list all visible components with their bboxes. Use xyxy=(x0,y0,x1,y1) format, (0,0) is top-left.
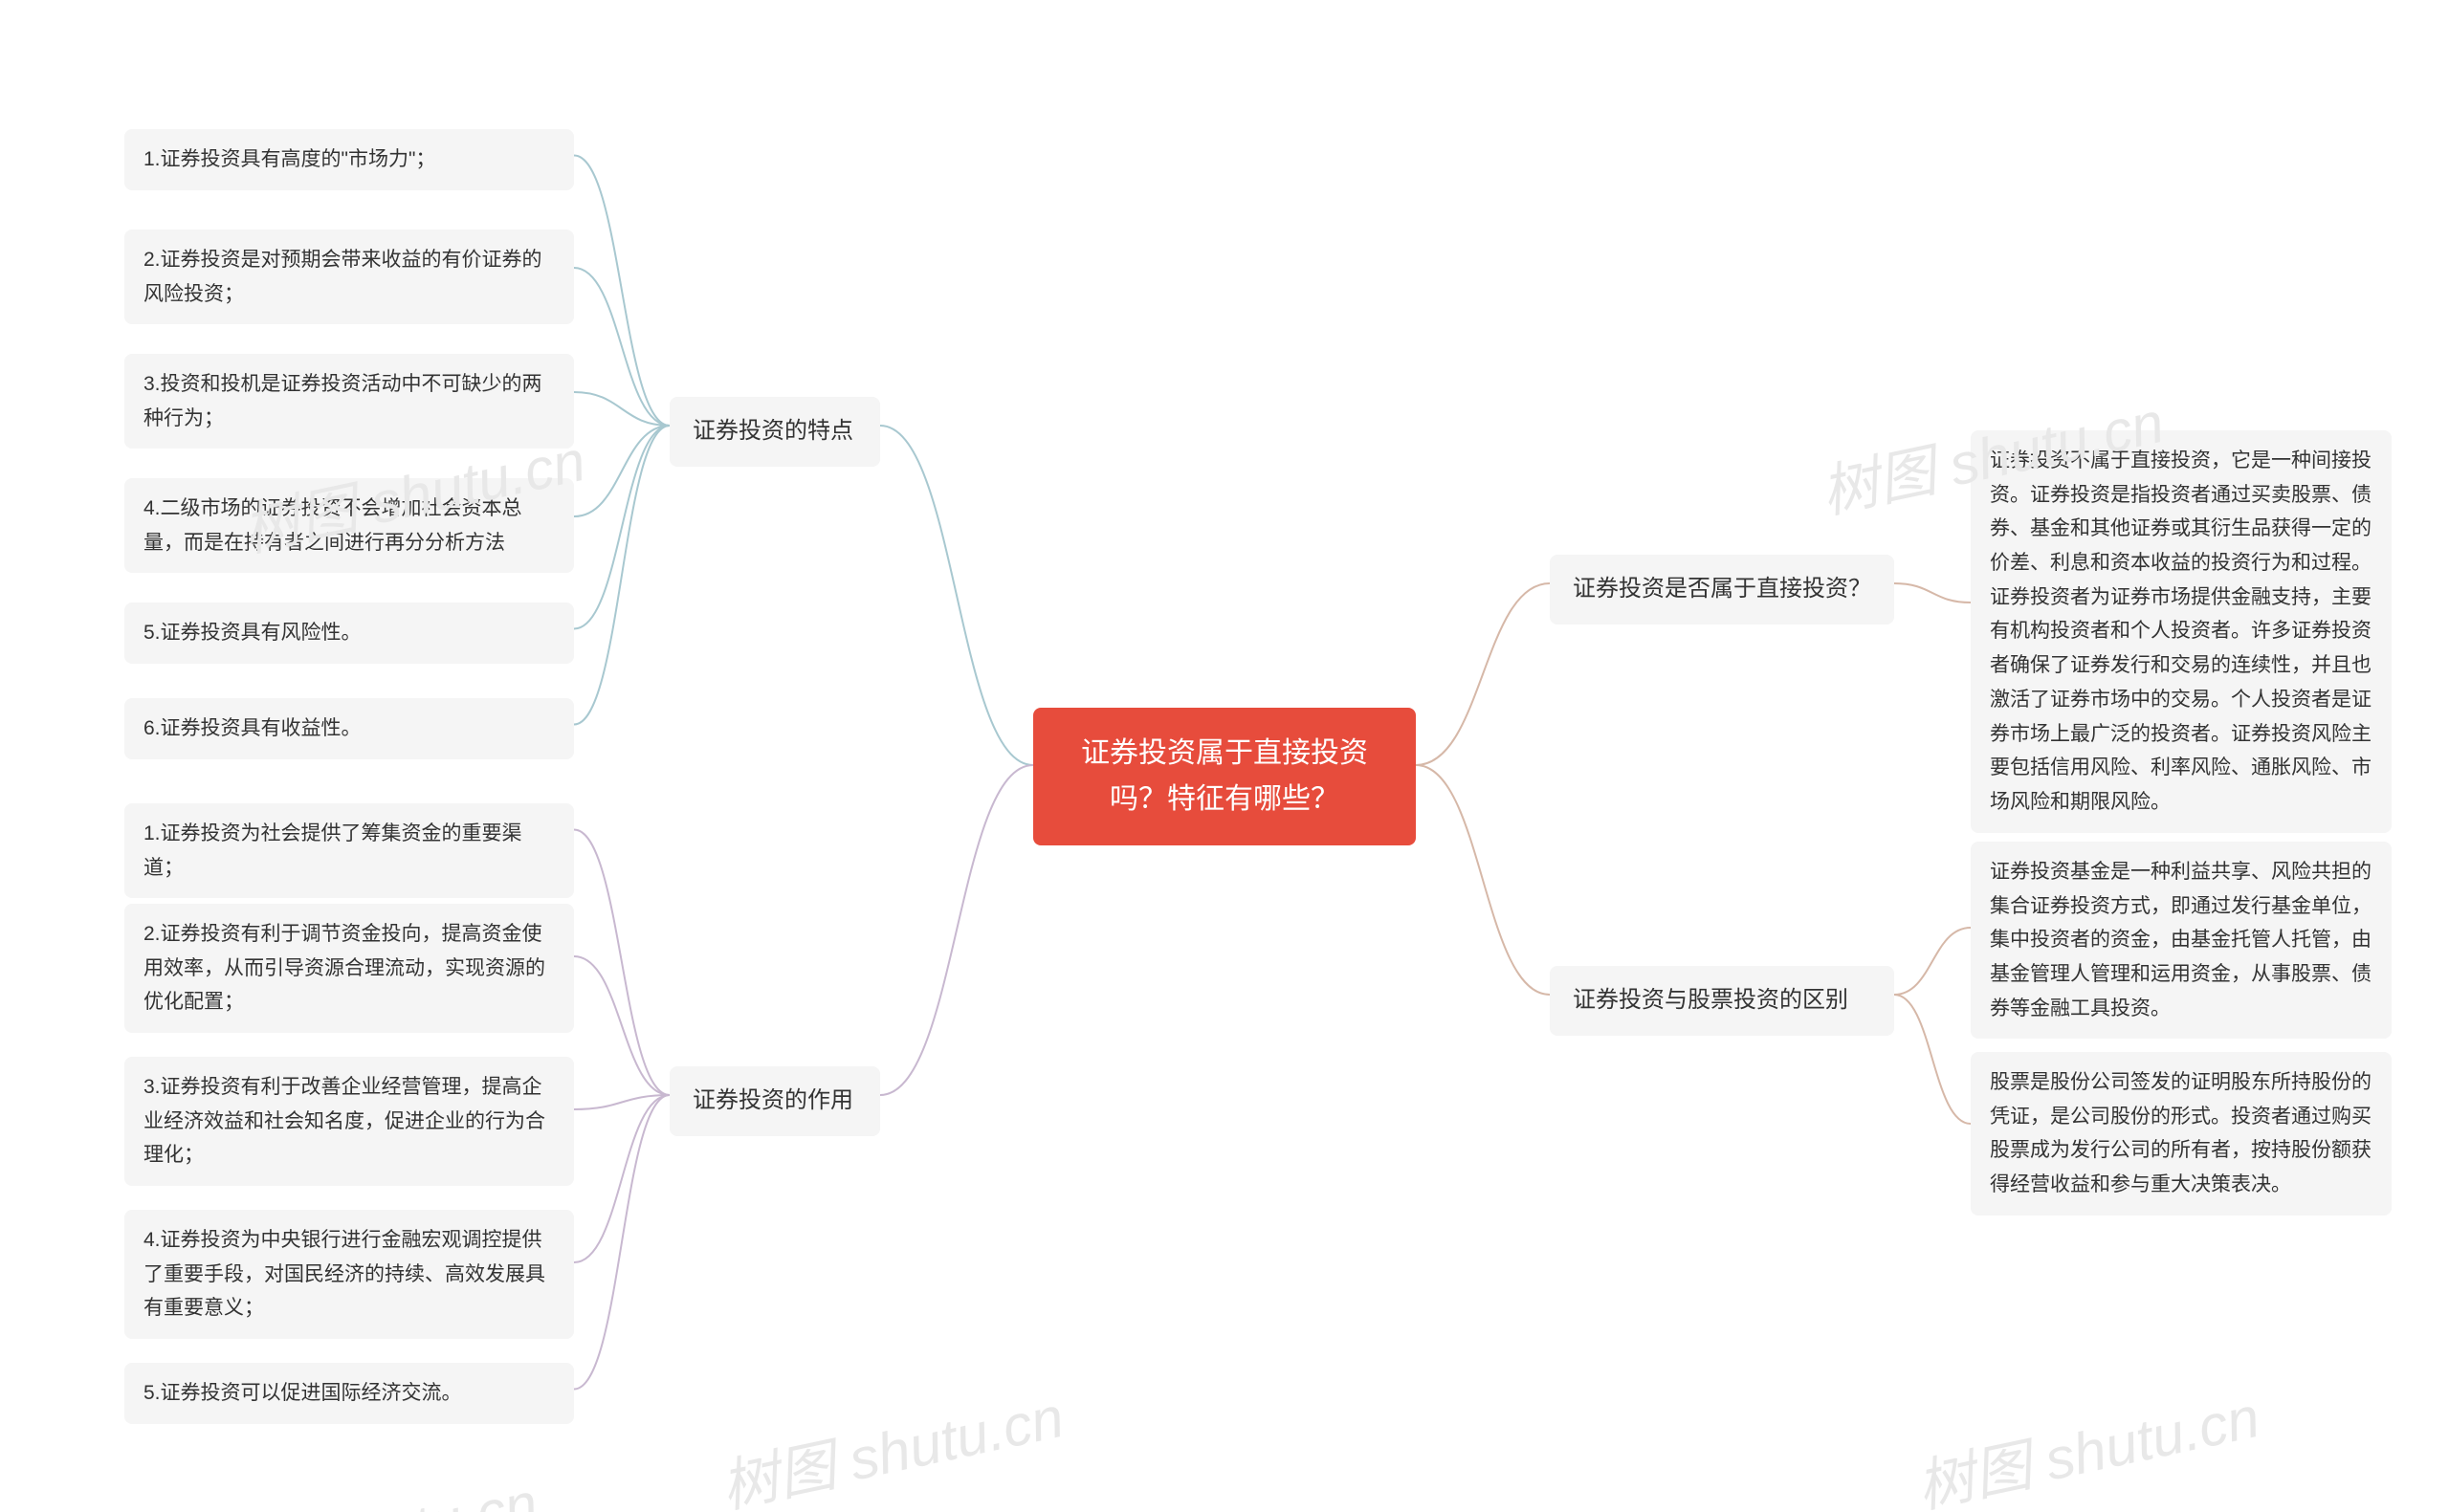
branch-rb2-text: 证券投资与股票投资的区别 xyxy=(1573,987,1848,1013)
root-node: 证券投资属于直接投资吗？特征有哪些？ xyxy=(1033,708,1416,845)
leaf-lb2l2-text: 2.证券投资有利于调节资金投向，提高资金使用效率，从而引导资源合理流动，实现资源… xyxy=(143,923,545,1013)
leaf-rb1l1: 证券投资不属于直接投资，它是一种间接投资。证券投资是指投资者通过买卖股票、债券、… xyxy=(1971,430,2392,833)
leaf-lb1l3: 3.投资和投机是证券投资活动中不可缺少的两种行为； xyxy=(124,354,574,449)
leaf-lb2l5-text: 5.证券投资可以促进国际经济交流。 xyxy=(143,1382,462,1404)
leaf-lb1l6: 6.证券投资具有收益性。 xyxy=(124,698,574,759)
branch-rb1-text: 证券投资是否属于直接投资？ xyxy=(1573,576,1871,602)
leaf-rb2l2: 股票是股份公司签发的证明股东所持股份的凭证，是公司股份的形式。投资者通过购买股票… xyxy=(1971,1052,2392,1216)
branch-rb2: 证券投资与股票投资的区别 xyxy=(1550,966,1894,1036)
leaf-lb1l2: 2.证券投资是对预期会带来收益的有价证券的风险投资； xyxy=(124,230,574,324)
leaf-lb1l5: 5.证券投资具有风险性。 xyxy=(124,603,574,664)
watermark-3: 树图 shutu.cn xyxy=(1908,1370,2266,1512)
leaf-rb2l1: 证券投资基金是一种利益共享、风险共担的集合证券投资方式，即通过发行基金单位，集中… xyxy=(1971,842,2392,1039)
leaf-lb1l1: 1.证券投资具有高度的"市场力"； xyxy=(124,129,574,190)
branch-lb1-text: 证券投资的特点 xyxy=(693,418,853,444)
watermark-2: 树图 shutu.cn xyxy=(713,1370,1070,1512)
branch-lb2: 证券投资的作用 xyxy=(670,1066,880,1136)
branch-rb1: 证券投资是否属于直接投资？ xyxy=(1550,555,1894,625)
leaf-lb1l2-text: 2.证券投资是对预期会带来收益的有价证券的风险投资； xyxy=(143,249,542,305)
leaf-lb2l4-text: 4.证券投资为中央银行进行金融宏观调控提供了重要手段，对国民经济的持续、高效发展… xyxy=(143,1229,545,1319)
leaf-lb2l3: 3.证券投资有利于改善企业经营管理，提高企业经济效益和社会知名度，促进企业的行为… xyxy=(124,1057,574,1186)
leaf-lb1l4-text: 4.二级市场的证券投资不会增加社会资本总量，而是在持有者之间进行再分分析方法 xyxy=(143,497,522,554)
branch-lb1: 证券投资的特点 xyxy=(670,397,880,467)
leaf-lb1l4: 4.二级市场的证券投资不会增加社会资本总量，而是在持有者之间进行再分分析方法 xyxy=(124,478,574,573)
leaf-rb2l2-text: 股票是股份公司签发的证明股东所持股份的凭证，是公司股份的形式。投资者通过购买股票… xyxy=(1990,1071,2372,1195)
root-label: 证券投资属于直接投资吗？特征有哪些？ xyxy=(1081,737,1368,815)
leaf-lb1l3-text: 3.投资和投机是证券投资活动中不可缺少的两种行为； xyxy=(143,373,542,429)
leaf-lb2l2: 2.证券投资有利于调节资金投向，提高资金使用效率，从而引导资源合理流动，实现资源… xyxy=(124,904,574,1033)
leaf-lb2l1: 1.证券投资为社会提供了筹集资金的重要渠道； xyxy=(124,803,574,898)
branch-lb2-text: 证券投资的作用 xyxy=(693,1087,853,1113)
leaf-lb1l6-text: 6.证券投资具有收益性。 xyxy=(143,717,362,739)
watermark-4: 树图 shutu.cn xyxy=(187,1457,544,1512)
leaf-lb2l1-text: 1.证券投资为社会提供了筹集资金的重要渠道； xyxy=(143,822,522,879)
leaf-lb2l3-text: 3.证券投资有利于改善企业经营管理，提高企业经济效益和社会知名度，促进企业的行为… xyxy=(143,1076,545,1166)
leaf-lb2l4: 4.证券投资为中央银行进行金融宏观调控提供了重要手段，对国民经济的持续、高效发展… xyxy=(124,1210,574,1339)
leaf-rb2l1-text: 证券投资基金是一种利益共享、风险共担的集合证券投资方式，即通过发行基金单位，集中… xyxy=(1990,861,2372,1019)
leaf-lb1l1-text: 1.证券投资具有高度的"市场力"； xyxy=(143,148,435,170)
leaf-rb1l1-text: 证券投资不属于直接投资，它是一种间接投资。证券投资是指投资者通过买卖股票、债券、… xyxy=(1990,449,2372,813)
leaf-lb2l5: 5.证券投资可以促进国际经济交流。 xyxy=(124,1363,574,1424)
leaf-lb1l5-text: 5.证券投资具有风险性。 xyxy=(143,622,362,644)
